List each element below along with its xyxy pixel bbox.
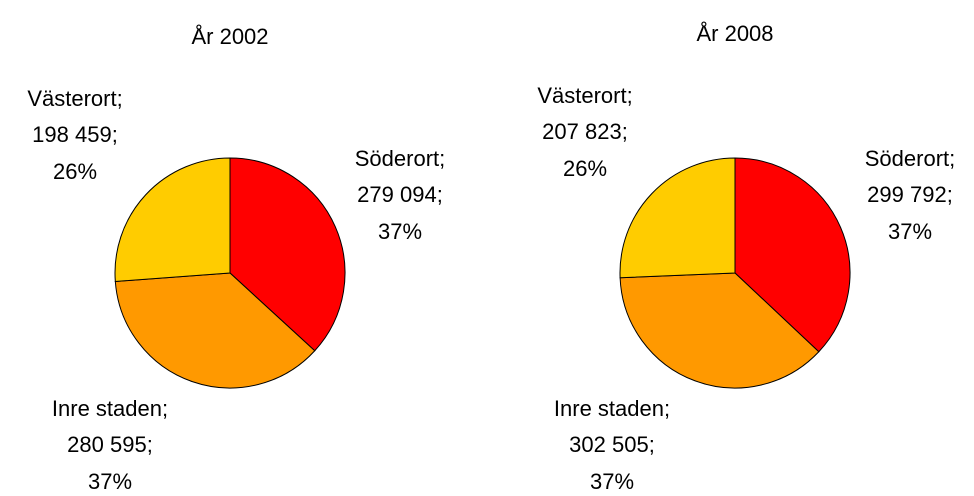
- slice-name: Västerort;: [27, 86, 122, 111]
- pie-slice: [114, 272, 316, 389]
- pie-slice: [734, 157, 851, 353]
- slice-percent: 37%: [590, 469, 634, 494]
- slice-value: 302 505;: [569, 432, 655, 457]
- slice-value: 279 094;: [357, 182, 443, 207]
- chart-title: År 2002: [191, 24, 268, 49]
- slice-percent: 26%: [53, 159, 97, 184]
- slice-value: 207 823;: [542, 119, 628, 144]
- pie-slice: [114, 157, 231, 283]
- slice-name: Söderort;: [355, 146, 446, 171]
- chart-title: År 2008: [696, 21, 773, 46]
- slice-name: Västerort;: [537, 83, 632, 108]
- slice-percent: 26%: [563, 156, 607, 181]
- slice-percent: 37%: [888, 219, 932, 244]
- pie-slice: [229, 157, 346, 352]
- slice-value: 198 459;: [32, 122, 118, 147]
- slice-name: Inre staden;: [554, 396, 670, 421]
- pie-slice: [619, 272, 820, 389]
- slice-percent: 37%: [378, 219, 422, 244]
- slice-value: 280 595;: [67, 432, 153, 457]
- slice-value: 299 792;: [867, 182, 953, 207]
- slice-name: Inre staden;: [52, 396, 168, 421]
- slice-name: Söderort;: [865, 146, 956, 171]
- slice-percent: 37%: [88, 469, 132, 494]
- pie-slice: [619, 157, 736, 279]
